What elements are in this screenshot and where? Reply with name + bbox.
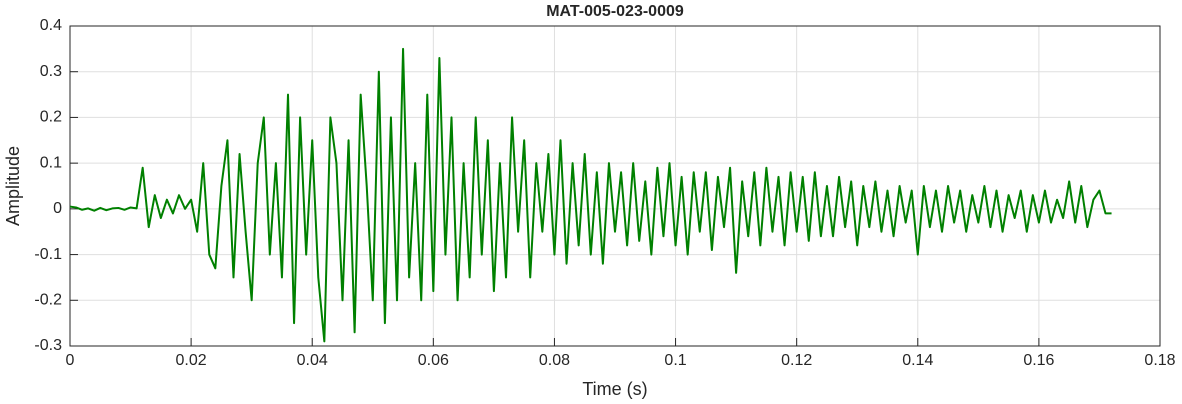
y-tick-label: 0 (53, 200, 62, 217)
y-tick-label: 0.1 (40, 154, 62, 171)
y-axis-label: Amplitude (3, 146, 23, 226)
x-tick-label: 0.02 (176, 352, 207, 369)
y-tick-label: 0.4 (40, 17, 62, 34)
x-tick-label: 0.18 (1144, 352, 1175, 369)
x-tick-label: 0.12 (781, 352, 812, 369)
y-tick-label: -0.2 (34, 292, 62, 309)
x-tick-label: 0.16 (1023, 352, 1054, 369)
plot-frame (69, 25, 1161, 347)
chart-title: MAT-005-023-0009 (546, 3, 684, 20)
x-tick-label: 0.1 (664, 352, 686, 369)
x-tick-label: 0.08 (539, 352, 570, 369)
y-tick-label: 0.2 (40, 109, 62, 126)
signal-line (69, 47, 1112, 343)
x-axis-label: Time (s) (582, 379, 647, 399)
x-tick-label: 0.06 (418, 352, 449, 369)
x-tick-label: 0.14 (902, 352, 933, 369)
y-tick-label: 0.3 (40, 63, 62, 80)
y-tick-label: -0.3 (34, 337, 62, 354)
x-tick-label: 0 (66, 352, 75, 369)
x-tick-label: 0.04 (297, 352, 328, 369)
y-tick-label: -0.1 (34, 246, 62, 263)
